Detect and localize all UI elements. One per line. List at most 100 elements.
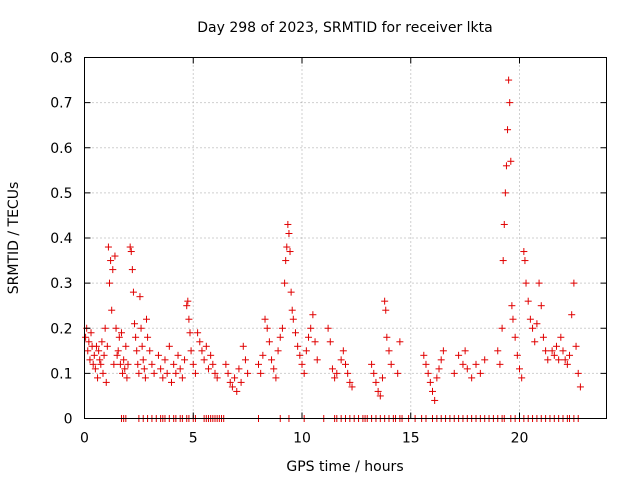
data-point	[150, 369, 158, 377]
data-point	[91, 365, 99, 373]
data-point	[165, 342, 173, 350]
data-point	[537, 302, 545, 310]
data-point	[126, 243, 134, 251]
data-point	[520, 248, 528, 256]
data-point	[200, 356, 208, 364]
data-point	[148, 360, 156, 368]
data-point	[184, 297, 192, 305]
data-point	[202, 342, 210, 350]
data-point	[128, 266, 136, 274]
data-point	[509, 315, 517, 323]
data-point	[499, 257, 507, 265]
x-tick-label: 5	[189, 431, 198, 447]
data-point	[508, 302, 516, 310]
data-point	[261, 315, 269, 323]
data-point	[524, 297, 532, 305]
data-point	[370, 369, 378, 377]
data-point	[185, 315, 193, 323]
data-point	[516, 365, 523, 373]
data-point	[139, 356, 147, 364]
data-point	[383, 333, 391, 341]
data-point	[207, 351, 215, 359]
data-point	[95, 347, 103, 355]
data-point	[282, 257, 290, 265]
data-point	[196, 338, 204, 346]
data-point	[550, 351, 558, 359]
data-point	[233, 387, 241, 395]
data-point	[459, 360, 467, 368]
data-point	[181, 356, 189, 364]
data-point	[263, 324, 271, 332]
data-point	[100, 351, 108, 359]
data-point	[496, 360, 504, 368]
data-point	[522, 279, 530, 287]
data-point	[372, 378, 380, 386]
data-point	[331, 374, 339, 382]
x-tick-label: 15	[402, 431, 420, 447]
data-point	[94, 374, 102, 382]
data-point	[289, 315, 297, 323]
data-point	[90, 351, 98, 359]
data-point	[226, 378, 234, 386]
data-point	[89, 360, 97, 368]
data-point	[476, 369, 484, 377]
data-point	[501, 189, 509, 197]
data-point	[161, 356, 169, 364]
data-point	[511, 333, 519, 341]
data-point	[513, 351, 521, 359]
data-point	[394, 369, 402, 377]
data-point	[111, 252, 119, 260]
data-point	[131, 320, 139, 328]
data-point	[455, 351, 463, 359]
data-point	[311, 338, 319, 346]
data-point	[174, 351, 182, 359]
data-point	[98, 338, 106, 346]
data-point	[500, 220, 508, 228]
data-point	[535, 279, 543, 287]
data-point	[189, 360, 197, 368]
data-point	[134, 360, 142, 368]
data-point	[526, 315, 534, 323]
data-point	[385, 347, 393, 355]
data-point	[378, 374, 386, 382]
data-point	[108, 306, 116, 314]
data-point	[272, 374, 280, 382]
data-point	[135, 369, 143, 377]
data-point	[127, 248, 135, 256]
data-point	[116, 360, 124, 368]
data-point	[439, 347, 447, 355]
data-point	[437, 356, 445, 364]
data-point	[481, 356, 489, 364]
data-point	[333, 369, 341, 377]
data-point	[568, 311, 576, 319]
data-point	[328, 365, 336, 373]
data-point	[104, 243, 112, 251]
data-point	[342, 360, 349, 368]
x-tick-label: 20	[511, 431, 529, 447]
y-tick-label: 0.7	[50, 96, 72, 112]
data-point	[101, 324, 109, 332]
data-point	[92, 342, 100, 350]
data-point	[281, 279, 289, 287]
data-point	[110, 360, 118, 368]
data-point	[531, 338, 539, 346]
data-point	[265, 338, 273, 346]
data-point	[472, 360, 480, 368]
data-point	[178, 374, 186, 382]
data-point	[82, 333, 90, 341]
data-point	[144, 333, 152, 341]
data-point	[228, 383, 236, 391]
y-tick-label: 0.5	[50, 186, 72, 202]
data-point	[241, 356, 249, 364]
data-point	[505, 76, 513, 84]
data-point	[286, 248, 294, 256]
data-point	[244, 369, 252, 377]
data-point	[211, 369, 219, 377]
data-point	[300, 369, 308, 377]
data-point	[387, 360, 395, 368]
data-point	[348, 383, 356, 391]
data-point	[194, 329, 202, 337]
data-point	[120, 356, 128, 364]
data-point	[552, 342, 560, 350]
